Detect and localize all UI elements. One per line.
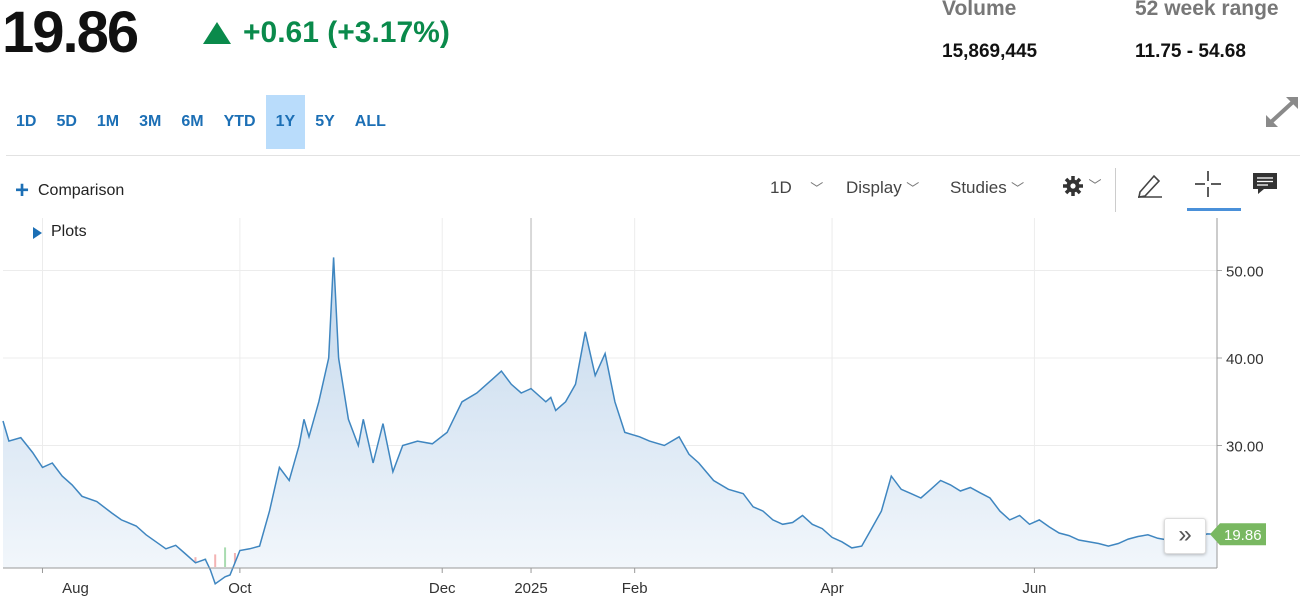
volume-bar bbox=[224, 547, 227, 567]
range-value: 11.75 - 54.68 bbox=[1135, 41, 1246, 62]
pencil-icon[interactable] bbox=[1136, 172, 1164, 198]
y-tick-label: 50.00 bbox=[1226, 264, 1264, 281]
volume-label: Volume bbox=[942, 0, 1017, 20]
range-1d-button[interactable]: 1D bbox=[16, 113, 37, 130]
x-tick-label: Feb bbox=[622, 580, 648, 597]
chevron-down-icon: ﹀ bbox=[906, 181, 920, 196]
plots-toggle[interactable]: Plots bbox=[51, 223, 87, 240]
y-tick-label: 30.00 bbox=[1226, 439, 1264, 456]
expand-icon[interactable] bbox=[1264, 95, 1300, 129]
header-divider bbox=[6, 155, 1300, 156]
comparison-button[interactable]: Comparison bbox=[38, 182, 125, 199]
last-price-badge-label: 19.86 bbox=[1224, 527, 1262, 544]
gear-icon bbox=[1063, 176, 1083, 196]
up-arrow-icon bbox=[203, 22, 231, 44]
toolbar-separator bbox=[1115, 168, 1116, 212]
scroll-to-latest-button[interactable]: » bbox=[1164, 518, 1206, 554]
comment-icon[interactable] bbox=[1252, 172, 1278, 196]
range-label: 52 week range bbox=[1135, 0, 1279, 20]
interval-dropdown[interactable]: 1D ﹀ bbox=[770, 178, 823, 198]
active-tool-indicator bbox=[1187, 208, 1241, 211]
axes: 50.00 40.00 30.00 Aug Oct Dec 2025 Feb Apr Jun 19.… bbox=[3, 218, 1266, 597]
range-6m-button[interactable]: 6M bbox=[181, 113, 204, 130]
display-label: Display bbox=[846, 178, 902, 197]
chevron-down-icon: ﹀ bbox=[810, 181, 824, 196]
plus-icon[interactable]: + bbox=[15, 177, 30, 204]
range-selector: 1D 5D 1M 3M 6M YTD 1Y 5Y ALL bbox=[6, 95, 396, 149]
x-tick-label: Aug bbox=[62, 580, 89, 597]
x-tick-label: Dec bbox=[429, 580, 456, 597]
studies-label: Studies bbox=[950, 178, 1007, 197]
price-line bbox=[2, 257, 1218, 585]
range-1m-button[interactable]: 1M bbox=[96, 113, 120, 130]
chevron-down-icon: ﹀ bbox=[1011, 181, 1025, 196]
last-price: 19.86 bbox=[2, 0, 139, 65]
range-5y-button[interactable]: 5Y bbox=[315, 113, 335, 130]
range-3m-button[interactable]: 3M bbox=[139, 113, 162, 130]
display-dropdown[interactable]: Display ﹀ bbox=[846, 178, 919, 198]
x-tick-label: Apr bbox=[820, 580, 843, 597]
last-price-badge bbox=[1210, 523, 1266, 546]
range-ytd-button[interactable]: YTD bbox=[223, 113, 256, 130]
expand-triangle-icon[interactable] bbox=[33, 227, 42, 239]
studies-dropdown[interactable]: Studies ﹀ bbox=[950, 178, 1024, 198]
range-5d-button[interactable]: 5D bbox=[56, 113, 77, 130]
price-area bbox=[3, 257, 1217, 584]
range-all-button[interactable]: ALL bbox=[354, 113, 386, 130]
settings-dropdown[interactable]: ﹀ bbox=[1062, 175, 1101, 197]
x-tick-label: 2025 bbox=[514, 580, 547, 597]
crosshair-icon[interactable] bbox=[1194, 170, 1222, 198]
y-tick-label: 40.00 bbox=[1226, 351, 1264, 368]
interval-label: 1D bbox=[770, 178, 792, 197]
range-1y-button[interactable]: 1Y bbox=[265, 95, 306, 149]
volume-value: 15,869,445 bbox=[942, 41, 1038, 62]
price-change: +0.61 (+3.17%) bbox=[243, 16, 450, 49]
x-tick-label: Jun bbox=[1022, 580, 1046, 597]
volume-bar bbox=[233, 553, 236, 567]
volume-bar bbox=[214, 554, 217, 567]
x-tick-label: Oct bbox=[228, 580, 252, 597]
chevron-down-icon: ﹀ bbox=[1088, 178, 1102, 194]
